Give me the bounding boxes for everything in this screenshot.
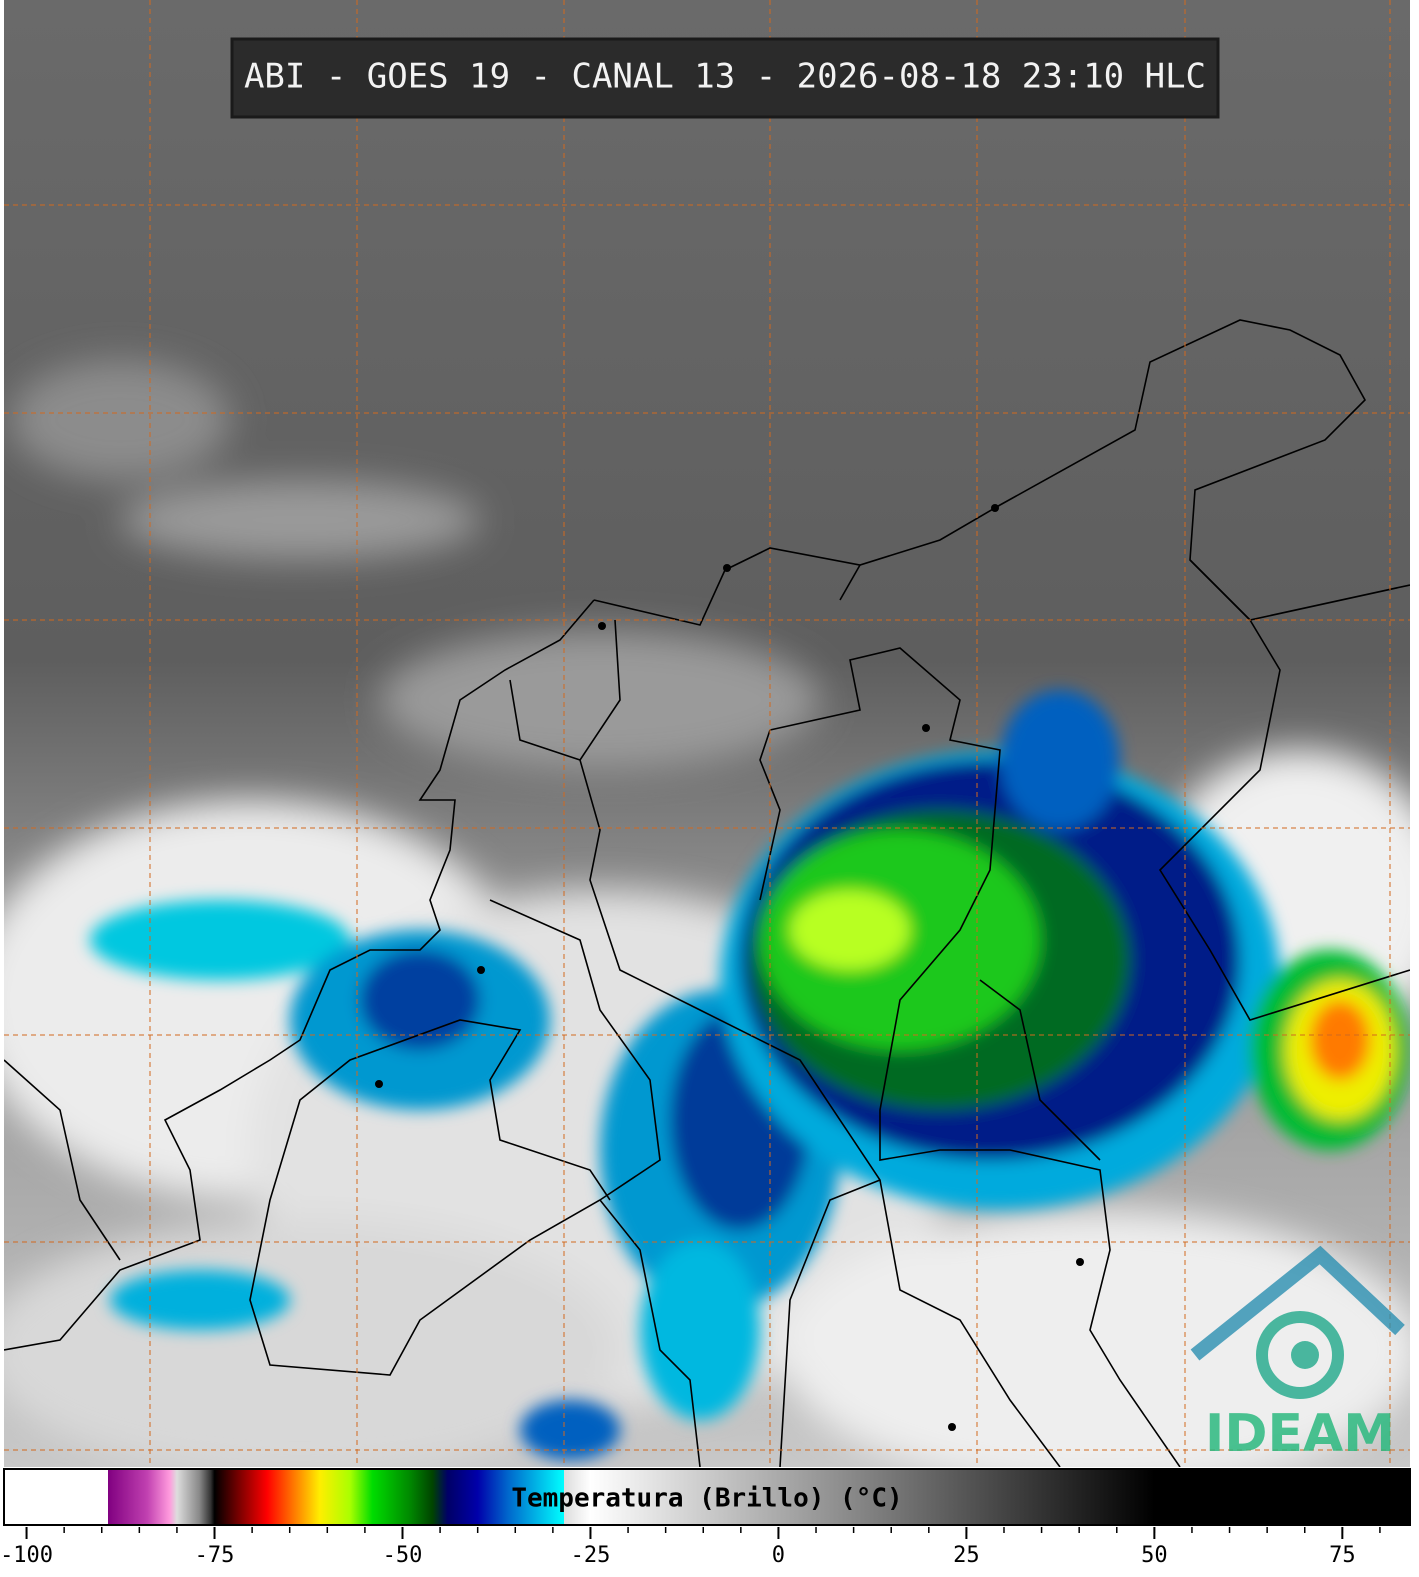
- logo-text: IDEAM: [1205, 1404, 1395, 1464]
- tick-label: -75: [195, 1543, 235, 1568]
- tick-label: -100: [0, 1543, 53, 1568]
- tick-label: 0: [772, 1543, 785, 1568]
- graticule: [4, 0, 1410, 1467]
- colorbar-bar: [3, 1468, 1411, 1526]
- tick-label: 75: [1329, 1543, 1356, 1568]
- tick-label: -25: [571, 1543, 611, 1568]
- title-box: [230, 37, 1220, 119]
- title: ABI - GOES 19 - CANAL 13 - 2026-08-18 23…: [244, 57, 1206, 97]
- tick-label: 50: [1141, 1543, 1168, 1568]
- tick-label: 25: [953, 1543, 980, 1568]
- borders: [4, 319, 1410, 1467]
- tick-label: -50: [383, 1543, 423, 1568]
- logo: IDEAM: [1190, 1245, 1405, 1464]
- colorbar-label: Temperatura (Brillo) (°C): [511, 1484, 902, 1514]
- cold-cloud-tops: [90, 690, 1410, 1460]
- city-markers: [375, 504, 1084, 1431]
- satellite-map: IDEAM: [4, 0, 1410, 1467]
- colorbar: Temperatura (Brillo) (°C) -100 -75 -50 -25 0 2…: [0, 1468, 1411, 1568]
